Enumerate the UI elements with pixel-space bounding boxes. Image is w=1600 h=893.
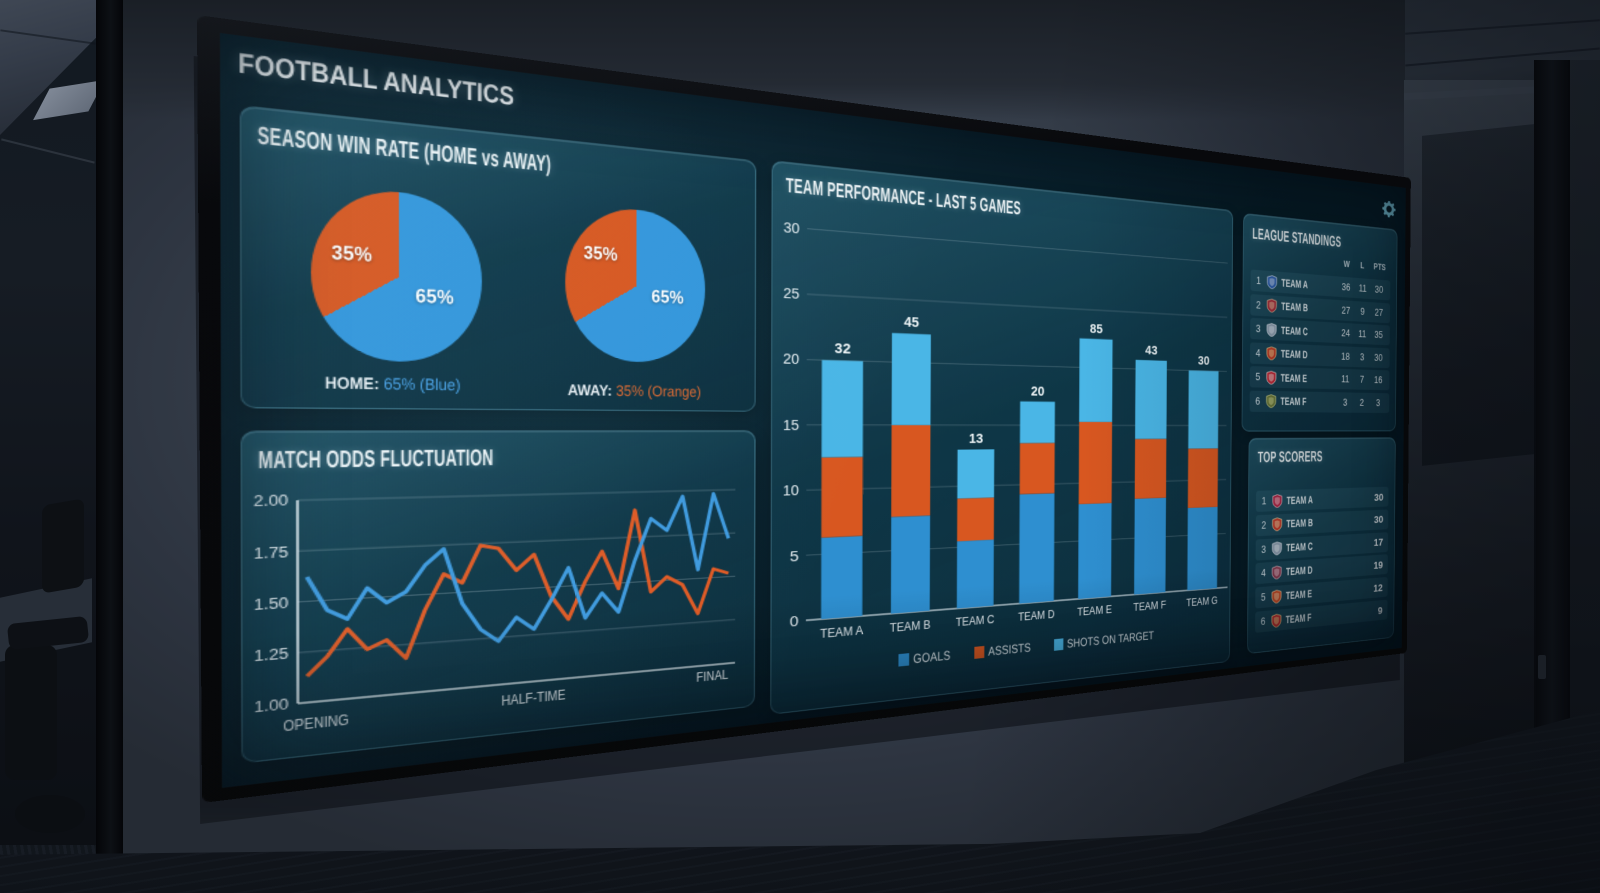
svg-text:45: 45 xyxy=(904,315,919,331)
svg-text:85: 85 xyxy=(1090,322,1103,336)
svg-text:TEAM C: TEAM C xyxy=(956,612,995,629)
svg-text:TEAM F: TEAM F xyxy=(1133,598,1166,614)
svg-text:TEAM D: TEAM D xyxy=(1018,607,1055,624)
svg-text:2.00: 2.00 xyxy=(253,493,288,511)
svg-text:43: 43 xyxy=(1145,343,1157,357)
svg-text:1.25: 1.25 xyxy=(254,645,289,665)
svg-text:1.75: 1.75 xyxy=(254,544,289,563)
svg-text:1.00: 1.00 xyxy=(254,696,289,717)
svg-text:13: 13 xyxy=(969,431,983,446)
svg-text:30: 30 xyxy=(783,218,799,236)
svg-text:25: 25 xyxy=(783,284,799,302)
svg-text:15: 15 xyxy=(783,416,799,433)
svg-text:20: 20 xyxy=(1031,384,1045,398)
svg-text:HALF-TIME: HALF-TIME xyxy=(501,686,565,709)
svg-text:0: 0 xyxy=(790,612,799,630)
svg-text:10: 10 xyxy=(783,482,799,499)
svg-text:30: 30 xyxy=(1198,354,1210,367)
svg-text:TEAM A: TEAM A xyxy=(820,623,863,641)
svg-text:20: 20 xyxy=(783,350,799,368)
svg-text:TEAM B: TEAM B xyxy=(890,617,931,635)
svg-text:FINAL: FINAL xyxy=(696,667,728,686)
svg-text:TEAM E: TEAM E xyxy=(1077,603,1112,619)
svg-text:OPENING: OPENING xyxy=(283,711,349,735)
svg-text:5: 5 xyxy=(790,547,799,564)
svg-text:TEAM G: TEAM G xyxy=(1186,594,1217,609)
svg-text:32: 32 xyxy=(835,341,851,357)
svg-text:1.50: 1.50 xyxy=(254,595,289,614)
